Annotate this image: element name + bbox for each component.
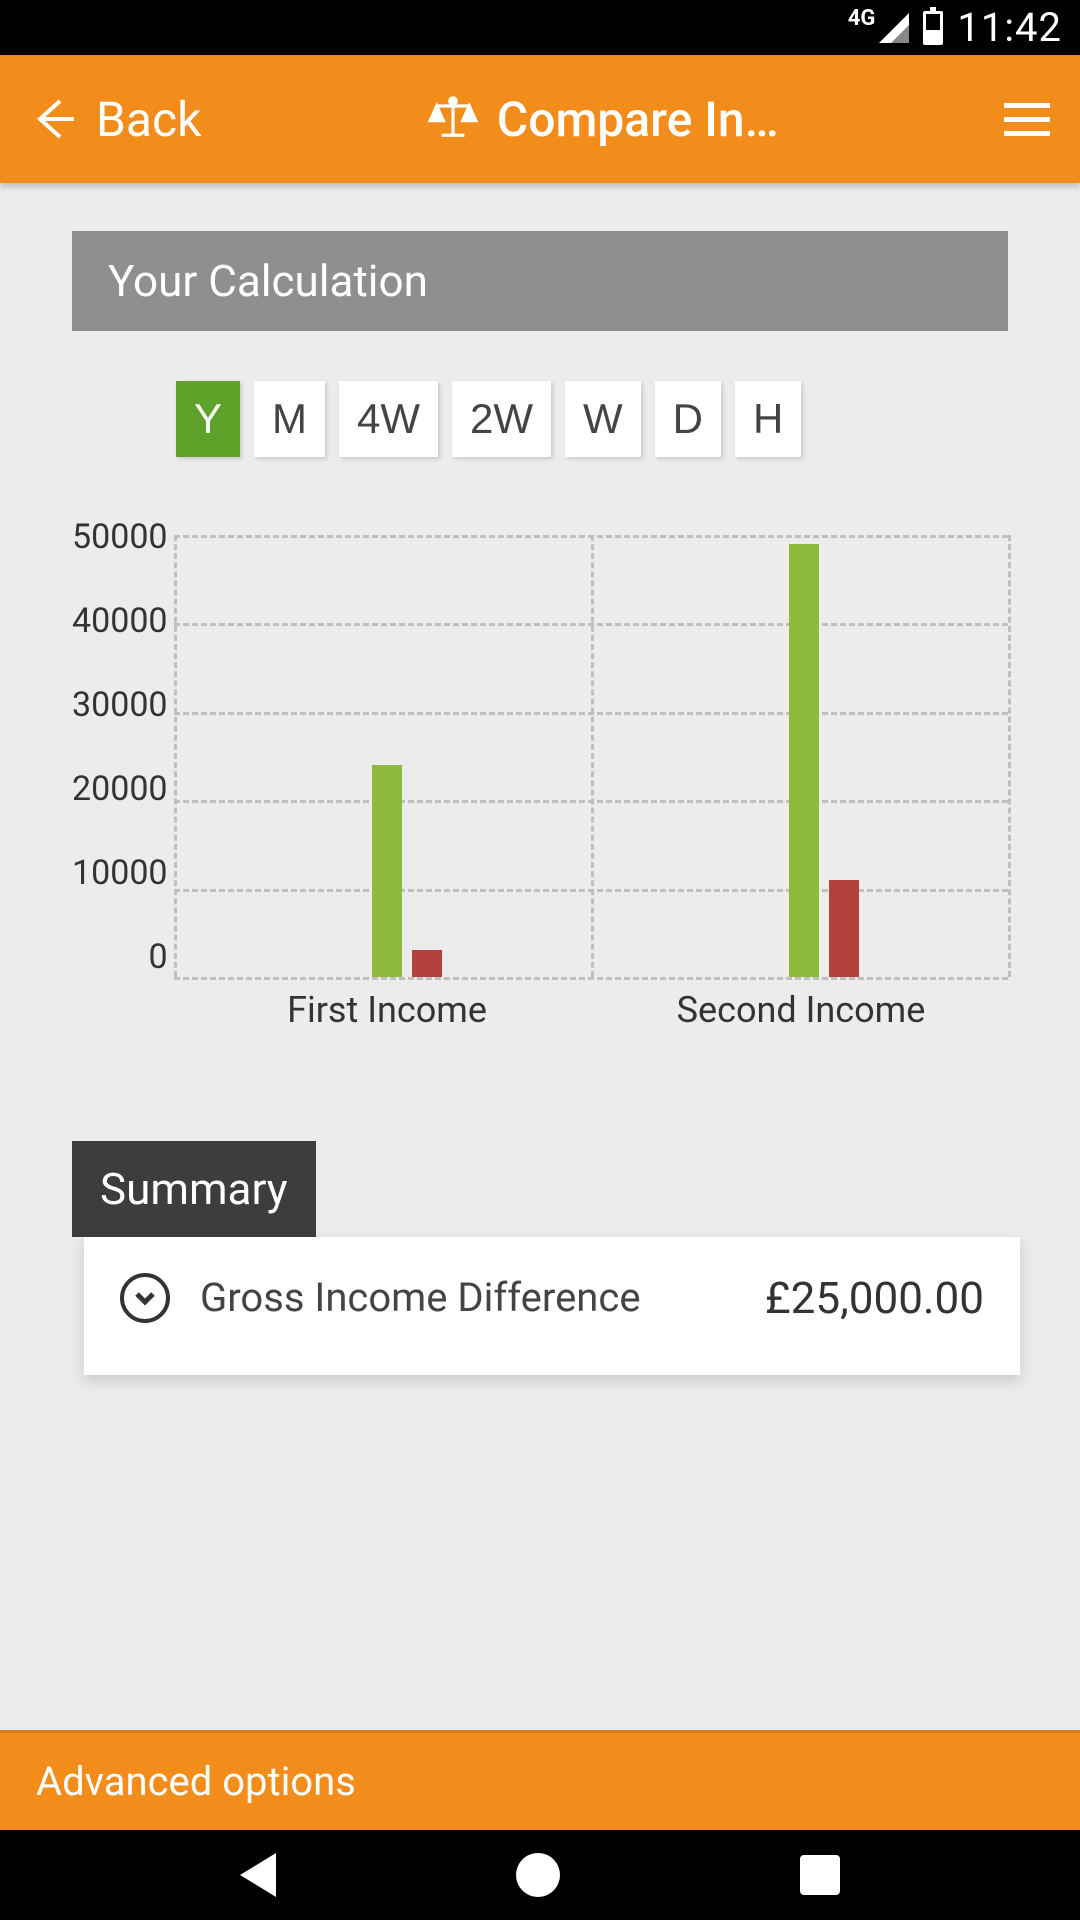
back-button-label: Back [96,91,201,148]
back-arrow-icon [30,95,78,143]
android-home-button[interactable] [516,1853,560,1897]
chart-plot [174,535,1008,977]
android-recents-button[interactable] [800,1855,840,1895]
y-tick-label: 10000 [72,853,168,893]
period-button-m[interactable]: M [254,381,325,457]
chart-bar [789,544,819,977]
back-button[interactable]: Back [30,91,201,148]
period-button-d[interactable]: D [655,381,721,457]
chart-y-axis: 50000 40000 30000 20000 10000 0 [72,517,174,977]
y-tick-label: 20000 [72,769,168,809]
y-tick-label: 50000 [72,517,168,557]
signal-icon [879,13,909,43]
x-tick-label: First Income [180,977,594,1031]
chart-bar [829,880,859,977]
summary-row-value: £25,000.00 [765,1272,984,1324]
menu-button[interactable] [1004,103,1050,136]
app-title-text: Compare In… [497,91,779,148]
android-back-button[interactable] [240,1853,276,1897]
period-selector: YM4W2WWDH [176,381,1080,457]
advanced-options-button[interactable]: Advanced options [0,1730,1080,1830]
scale-icon [427,93,479,145]
network-label: 4G [848,6,876,31]
hamburger-icon [1004,103,1050,108]
chevron-down-icon [133,1286,157,1310]
summary-row[interactable]: Gross Income Difference £25,000.00 [84,1237,1020,1375]
period-button-2w[interactable]: 2W [452,381,551,457]
app-bar: Back Compare In… [0,55,1080,183]
summary-row-label: Gross Income Difference [200,1271,735,1325]
period-button-4w[interactable]: 4W [339,381,438,457]
clock-label: 11:42 [957,4,1062,51]
period-button-y[interactable]: Y [176,381,240,457]
android-nav-bar [0,1830,1080,1920]
summary-header: Summary [72,1141,316,1237]
main-content: Your Calculation YM4W2WWDH 50000 40000 300… [0,183,1080,1730]
app-title: Compare In… [201,91,1004,148]
x-tick-label: Second Income [594,977,1008,1031]
expand-button[interactable] [120,1273,170,1323]
advanced-options-label: Advanced options [36,1758,356,1805]
period-button-w[interactable]: W [565,381,641,457]
android-status-bar: 4G 11:42 [0,0,1080,55]
y-tick-label: 40000 [72,601,168,641]
section-header: Your Calculation [72,231,1008,331]
chart-container: 50000 40000 30000 20000 10000 0 First IncomeS… [72,517,1008,1031]
chart-x-axis: First IncomeSecond Income [180,977,1008,1031]
battery-icon [923,11,943,45]
y-tick-label: 30000 [72,685,168,725]
chart-bar [372,765,402,977]
chart-bar [412,950,442,977]
period-button-h[interactable]: H [735,381,801,457]
y-tick-label: 0 [148,937,167,977]
